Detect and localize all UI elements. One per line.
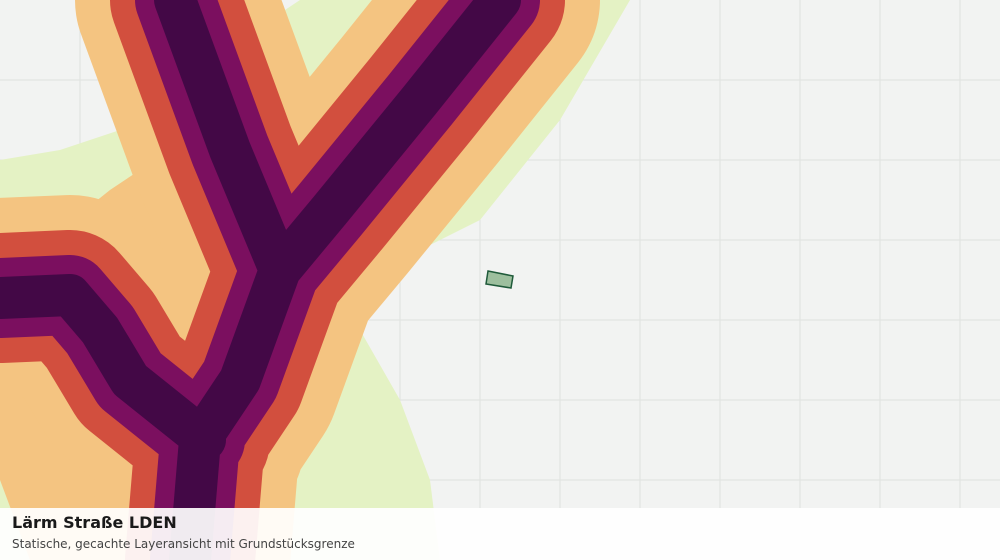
subtitle: Statische, gecachte Layeransicht mit Gru… <box>12 537 355 551</box>
noise-bands <box>0 0 600 560</box>
noise-layer <box>0 0 630 560</box>
band-dark <box>0 0 521 560</box>
caption: Lärm Straße LDEN Statische, gecachte Lay… <box>0 508 1000 560</box>
parcel-boundary <box>485 270 514 289</box>
title: Lärm Straße LDEN <box>12 513 177 532</box>
